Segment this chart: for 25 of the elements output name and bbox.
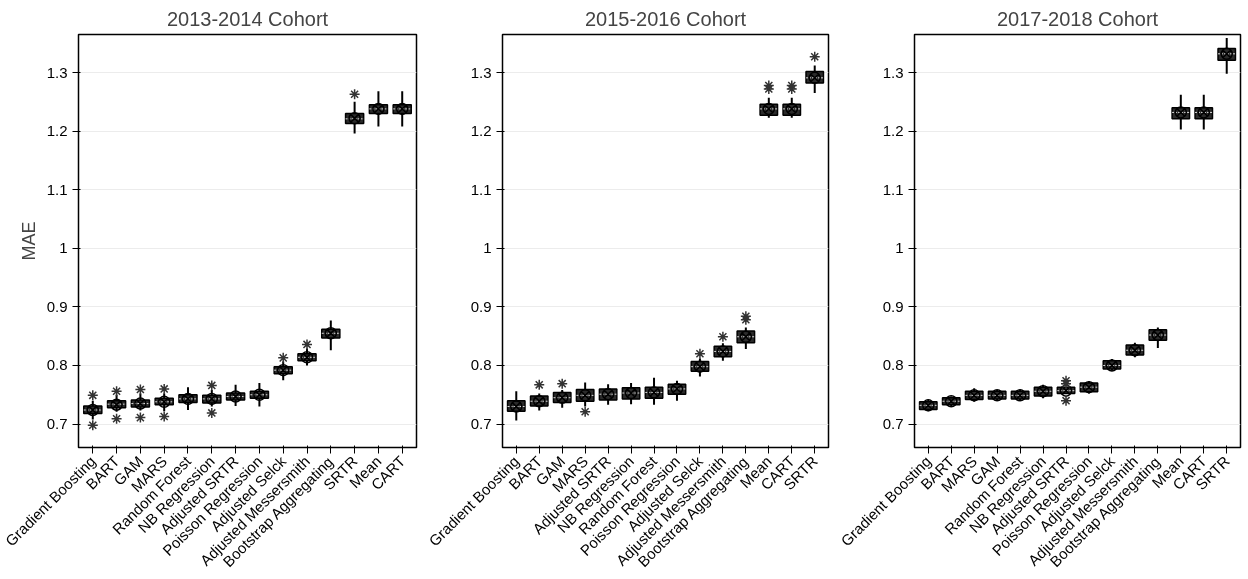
chart-title: 2017-2018 Cohort — [996, 7, 1159, 30]
y-tick-label: 0.9 — [470, 297, 492, 315]
y-tick-label: 1.1 — [882, 180, 904, 198]
y-tick-label: 1.1 — [470, 180, 492, 198]
chart-title: 2015-2016 Cohort — [584, 7, 747, 30]
y-tick-label: 0.7 — [46, 415, 68, 433]
y-tick-label: 0.7 — [470, 415, 492, 433]
y-tick-label: 1.3 — [882, 63, 904, 81]
y-tick-label: 0.8 — [470, 356, 492, 374]
y-tick-label: 1 — [59, 239, 68, 257]
y-tick-label: 0.7 — [882, 415, 904, 433]
y-tick-label: 1.3 — [470, 63, 492, 81]
y-tick-label: 1.2 — [470, 122, 492, 140]
chart-title: 2013-2014 Cohort — [166, 7, 329, 30]
y-tick-label: 0.8 — [882, 356, 904, 374]
y-tick-label: 1 — [483, 239, 492, 257]
y-tick-label: 1.2 — [882, 122, 904, 140]
y-tick-label: 0.9 — [882, 297, 904, 315]
y-tick-label: 1.3 — [46, 63, 68, 81]
y-axis-title: MAE — [18, 221, 39, 261]
y-tick-label: 1.1 — [46, 180, 68, 198]
y-tick-label: 0.9 — [46, 297, 68, 315]
y-tick-label: 1.2 — [46, 122, 68, 140]
y-tick-label: 0.8 — [46, 356, 68, 374]
y-tick-label: 1 — [895, 239, 904, 257]
